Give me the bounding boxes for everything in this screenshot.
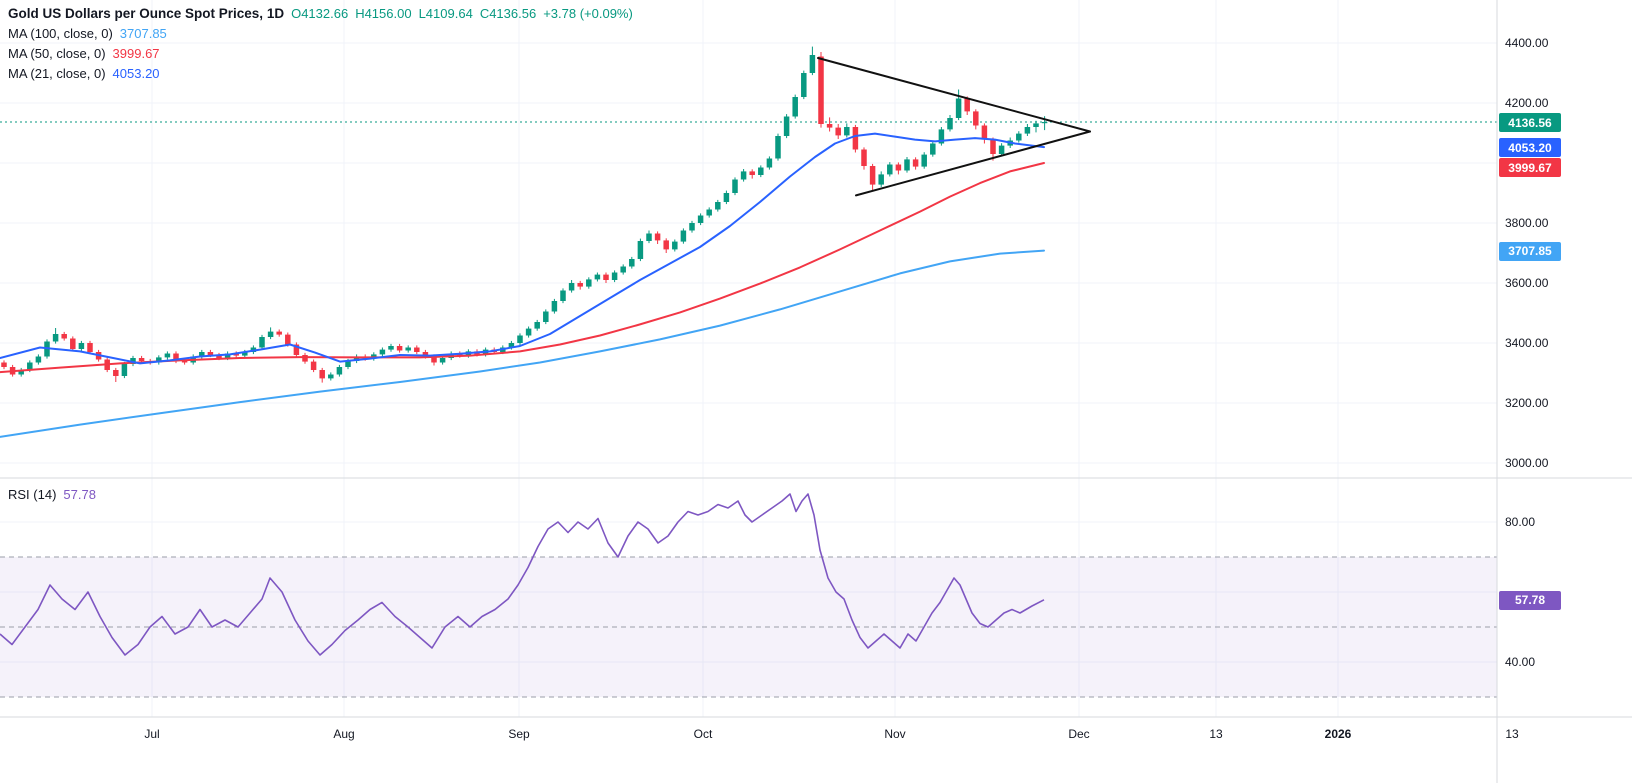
ohlc-change: +3.78 (+0.09%) — [543, 6, 633, 21]
rsi-line[interactable] — [0, 493, 1045, 656]
price-badge-4053.20: 4053.20 — [1499, 138, 1561, 158]
time-label-2026: 2026 — [1324, 727, 1352, 741]
ma100-line[interactable] — [0, 249, 1045, 438]
time-label-Aug: Aug — [333, 727, 355, 741]
rsi-scale-label-80.00: 80.00 — [1505, 515, 1536, 529]
ma21-label: MA (21, close, 0) — [8, 66, 106, 81]
ma100-value: 3707.85 — [119, 26, 167, 41]
price-badge-3999.67: 3999.67 — [1499, 158, 1561, 178]
price-label-4200.00: 4200.00 — [1505, 96, 1549, 110]
symbol-title: Gold US Dollars per Ounce Spot Prices, 1… — [8, 6, 285, 21]
ma50-value: 3999.67 — [112, 46, 160, 61]
main-legend: Gold US Dollars per Ounce Spot Prices, 1… — [8, 6, 633, 86]
ohlc-high: H4156.00 — [355, 6, 412, 21]
time-label-13: 13 — [1209, 727, 1223, 741]
price-axis[interactable]: 4400.00 4200.00 3800.00 3600.00 3400.00 3200.… — [1497, 0, 1632, 717]
candles[interactable] — [1, 46, 1048, 383]
grid — [0, 0, 1497, 717]
ohlc-low: L4109.64 — [418, 6, 473, 21]
ma50-line[interactable] — [0, 162, 1045, 374]
time-label-Dec: Dec — [1068, 727, 1090, 741]
ma50-legend-row[interactable]: MA (50, close, 0) 3999.67 — [8, 46, 633, 66]
ma21-legend-row[interactable]: MA (21, close, 0) 4053.20 — [8, 66, 633, 86]
time-label-Jul: Jul — [144, 727, 160, 741]
time-axis[interactable]: Jul Aug Sep Oct Nov Dec 13 2026 13 — [0, 717, 1632, 783]
time-label-Sep: Sep — [508, 727, 530, 741]
price-label-3800.00: 3800.00 — [1505, 216, 1549, 230]
time-label-13: 13 — [1505, 727, 1519, 741]
price-badge-3707.85: 3707.85 — [1499, 241, 1561, 261]
price-badge-4136.56: 4136.56 — [1499, 113, 1561, 133]
triangle-drawing[interactable] — [817, 57, 1091, 197]
rsi-badge-57.78: 57.78 — [1499, 590, 1561, 610]
price-label-4400.00: 4400.00 — [1505, 36, 1549, 50]
ohlc-open: O4132.66 — [291, 6, 349, 21]
price-label-3200.00: 3200.00 — [1505, 396, 1549, 410]
rsi-guides — [0, 556, 1497, 698]
ma100-label: MA (100, close, 0) — [8, 26, 113, 41]
symbol-legend-row[interactable]: Gold US Dollars per Ounce Spot Prices, 1… — [8, 6, 633, 26]
ohlc-close: C4136.56 — [479, 6, 537, 21]
ma100-legend-row[interactable]: MA (100, close, 0) 3707.85 — [8, 26, 633, 46]
rsi-legend-row[interactable]: RSI (14) 57.78 — [8, 487, 96, 507]
rsi-value: 57.78 — [63, 487, 96, 502]
price-label-3400.00: 3400.00 — [1505, 336, 1549, 350]
time-label-Nov: Nov — [884, 727, 906, 741]
price-label-3600.00: 3600.00 — [1505, 276, 1549, 290]
ma21-line[interactable] — [0, 132, 1045, 365]
ma50-label: MA (50, close, 0) — [8, 46, 106, 61]
rsi-scale-label-40.00: 40.00 — [1505, 655, 1536, 669]
price-label-3000.00: 3000.00 — [1505, 456, 1549, 470]
ma21-value: 4053.20 — [112, 66, 160, 81]
time-label-Oct: Oct — [693, 727, 713, 741]
rsi-label: RSI (14) — [8, 487, 57, 502]
